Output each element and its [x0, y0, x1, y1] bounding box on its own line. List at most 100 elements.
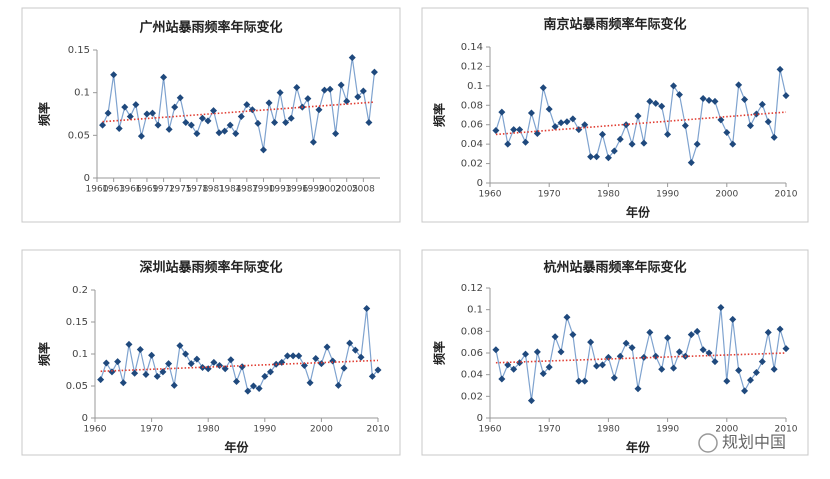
y-tick-label: 0.14 — [461, 42, 483, 53]
x-tick-label: 1990 — [656, 190, 679, 200]
data-point — [575, 377, 583, 385]
data-point — [346, 339, 354, 347]
data-point — [693, 327, 701, 335]
data-point — [148, 351, 156, 359]
data-point — [587, 338, 595, 346]
x-tick-label: 2002 — [319, 185, 342, 195]
data-point — [332, 130, 340, 138]
data-point — [527, 397, 535, 405]
y-tick-label: 0.02 — [461, 159, 483, 170]
data-point — [516, 359, 524, 367]
y-tick-label: 0 — [84, 173, 90, 184]
data-point — [741, 95, 749, 103]
data-point — [610, 374, 618, 382]
x-axis-title: 年份 — [626, 440, 651, 455]
data-point — [687, 331, 695, 339]
chart-title: 广州站暴雨频率年际变化 — [139, 20, 282, 36]
data-point — [723, 128, 731, 136]
data-point — [283, 352, 291, 360]
data-point — [227, 356, 235, 364]
x-tick-label: 1980 — [197, 425, 220, 435]
data-point — [254, 119, 262, 127]
data-point — [276, 89, 284, 97]
data-point — [634, 385, 642, 393]
data-point — [182, 119, 190, 127]
data-point — [776, 325, 784, 333]
data-point — [137, 132, 145, 140]
data-point — [289, 352, 297, 360]
data-point — [193, 355, 201, 363]
data-point — [758, 358, 766, 366]
y-tick-label: 0.04 — [461, 370, 483, 381]
data-point — [717, 116, 725, 124]
data-point — [198, 114, 206, 122]
x-tick-label: 1963 — [102, 185, 125, 195]
data-point — [610, 147, 618, 155]
data-point — [374, 366, 382, 374]
data-point — [640, 139, 648, 147]
data-point — [210, 358, 218, 366]
data-point — [326, 85, 334, 93]
y-tick-label: 0.05 — [66, 381, 88, 392]
data-point — [687, 159, 695, 167]
data-point — [498, 108, 506, 116]
data-point — [221, 127, 229, 135]
data-line — [495, 69, 787, 163]
data-point — [569, 331, 577, 339]
data-point — [492, 127, 500, 135]
data-point — [504, 140, 512, 148]
data-point — [752, 110, 760, 118]
x-tick-label: 1960 — [479, 425, 502, 435]
data-point — [782, 345, 790, 353]
data-point — [604, 154, 612, 162]
data-point — [681, 122, 689, 130]
data-point — [153, 372, 161, 380]
x-tick-label: 1960 — [84, 425, 107, 435]
data-point — [581, 377, 589, 385]
data-point — [226, 121, 234, 129]
x-tick-label: 1996 — [285, 185, 308, 195]
data-point — [315, 106, 323, 114]
data-point — [114, 358, 122, 366]
data-point — [365, 119, 373, 127]
data-point — [171, 103, 179, 111]
data-point — [510, 126, 518, 134]
y-tick-label: 0.2 — [72, 285, 88, 296]
data-point — [304, 95, 312, 103]
data-point — [646, 328, 654, 336]
data-point — [115, 125, 123, 133]
data-point — [182, 350, 190, 358]
y-tick-label: 0 — [82, 413, 88, 424]
data-point — [154, 121, 162, 129]
data-point — [675, 91, 683, 99]
x-tick-label: 1980 — [597, 190, 620, 200]
y-axis-title: 频率 — [432, 103, 447, 127]
x-tick-label: 1975 — [169, 185, 192, 195]
data-point — [293, 84, 301, 92]
data-point — [563, 313, 571, 321]
x-tick-label: 1970 — [538, 425, 561, 435]
data-point — [593, 153, 601, 161]
data-point — [711, 97, 719, 105]
data-point — [770, 133, 778, 141]
y-axis-title: 频率 — [37, 342, 52, 366]
data-point — [312, 354, 320, 362]
data-point — [551, 123, 559, 131]
data-point — [699, 346, 707, 354]
data-point — [522, 138, 530, 146]
data-point — [287, 114, 295, 122]
data-point — [557, 348, 565, 356]
data-point — [735, 81, 743, 89]
data-point — [143, 110, 151, 118]
x-tick-label: 2005 — [335, 185, 358, 195]
data-point — [670, 82, 678, 90]
data-point — [187, 360, 195, 368]
data-point — [249, 382, 257, 390]
y-tick-label: 0.04 — [461, 139, 483, 150]
data-point — [108, 368, 116, 376]
y-tick-label: 0.1 — [72, 349, 88, 360]
data-point — [557, 119, 565, 127]
data-point — [510, 365, 518, 373]
y-tick-label: 0.05 — [68, 130, 90, 141]
data-point — [165, 360, 173, 368]
